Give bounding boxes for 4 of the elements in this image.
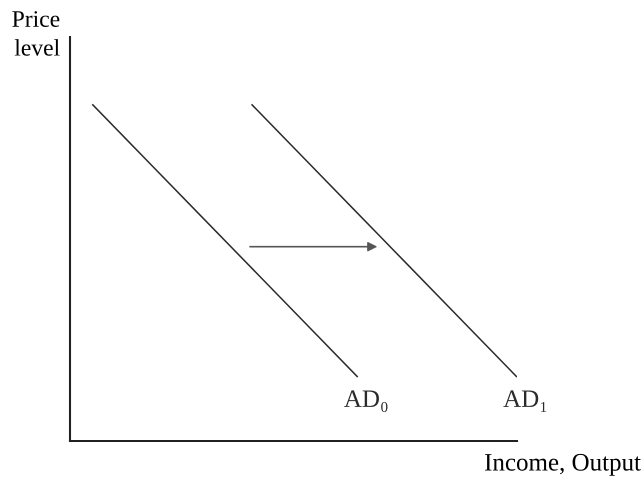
series-label: AD₀ (344, 390, 388, 412)
y-axis-title: Price level (12, 11, 60, 56)
series-label: AD₁ (503, 390, 546, 412)
x-axis-title: Income, Output (484, 454, 641, 476)
